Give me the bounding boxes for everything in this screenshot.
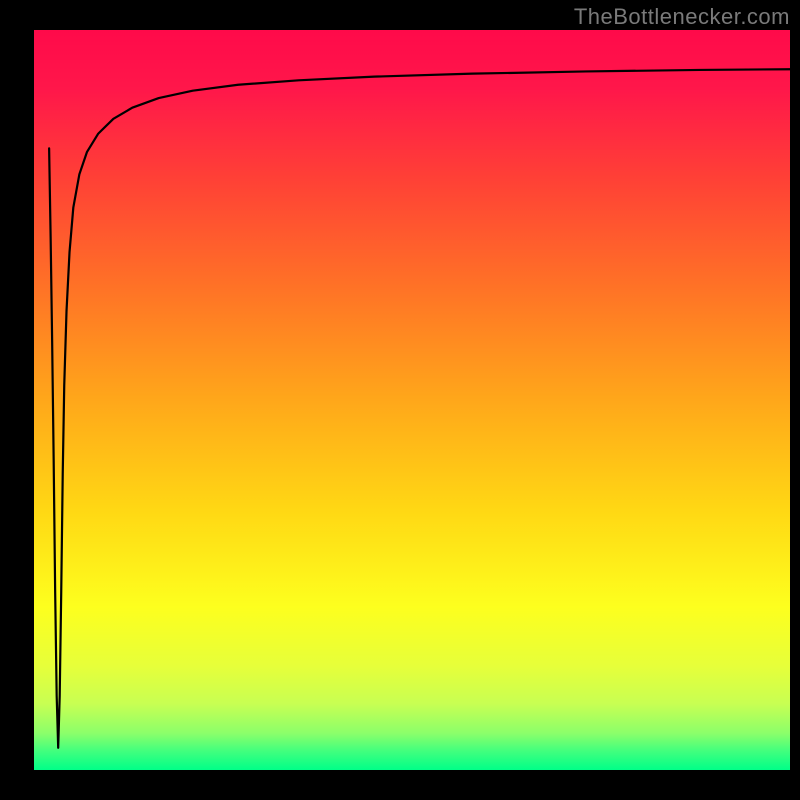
page-root: TheBottlenecker.com	[0, 0, 800, 800]
bottleneck-chart	[0, 0, 800, 800]
plot-area	[34, 30, 790, 770]
watermark-text: TheBottlenecker.com	[574, 4, 790, 30]
plot-gradient-background	[34, 30, 790, 770]
